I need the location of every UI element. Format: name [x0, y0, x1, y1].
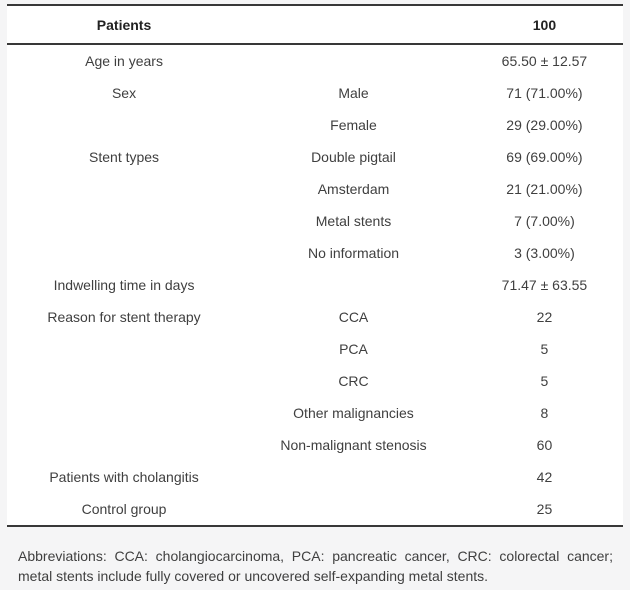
row-value: 69 (69.00%): [506, 149, 583, 165]
row-label: Reason for stent therapy: [47, 309, 201, 325]
row-value: 5: [540, 341, 549, 357]
table-row: No information 3 (3.00%): [7, 237, 623, 269]
table-row: Stent types Double pigtail 69 (69.00%): [7, 141, 623, 173]
row-value: 21 (21.00%): [506, 181, 583, 197]
row-sublabel: Male: [338, 85, 369, 101]
table-row: PCA 5: [7, 333, 623, 365]
row-label: Sex: [111, 85, 137, 101]
row-sublabel: No information: [307, 245, 400, 261]
table-footnote: Abbreviations: CCA: cholangiocarcinoma, …: [18, 548, 613, 584]
header-patients-label: Patients: [96, 16, 152, 33]
table-row: Metal stents 7 (7.00%): [7, 205, 623, 237]
row-value: 5: [540, 373, 549, 389]
row-sublabel: Double pigtail: [311, 149, 396, 165]
row-value: 7 (7.00%): [514, 213, 575, 229]
table-row: Female 29 (29.00%): [7, 109, 623, 141]
row-value: 60: [536, 437, 553, 453]
row-label: Indwelling time in days: [53, 277, 195, 293]
table-row: Patients with cholangitis 42: [7, 461, 623, 493]
table-row: CRC 5: [7, 365, 623, 397]
row-sublabel: Metal stents: [315, 213, 392, 229]
row-value: 71.47 ± 63.55: [501, 277, 588, 293]
row-sublabel: Other malignancies: [293, 405, 414, 421]
table-row: Amsterdam 21 (21.00%): [7, 173, 623, 205]
row-sublabel: CCA: [338, 309, 369, 325]
row-value: 8: [540, 405, 549, 421]
row-value: 29 (29.00%): [506, 117, 583, 133]
row-value: 3 (3.00%): [514, 245, 575, 261]
table-row: Other malignancies 8: [7, 397, 623, 429]
row-value: 65.50 ± 12.57: [501, 53, 588, 69]
row-label: Age in years: [85, 53, 163, 69]
row-value: 22: [536, 309, 553, 325]
row-label: Control group: [81, 501, 167, 517]
table-row: Control group 25: [7, 493, 623, 525]
table-row: Sex Male 71 (71.00%): [7, 77, 623, 109]
row-label: Patients with cholangitis: [49, 469, 199, 485]
row-sublabel: CRC: [338, 373, 369, 389]
row-value: 25: [536, 501, 553, 517]
row-sublabel: Amsterdam: [317, 181, 390, 197]
table-row: Non-malignant stenosis 60: [7, 429, 623, 461]
header-patients-count: 100: [532, 16, 557, 33]
row-value: 42: [536, 469, 553, 485]
table-row: Reason for stent therapy CCA 22: [7, 301, 623, 333]
row-label: Stent types: [89, 149, 160, 165]
table-row: Indwelling time in days 71.47 ± 63.55: [7, 269, 623, 301]
row-sublabel: Female: [330, 117, 377, 133]
table-header-row: Patients 100: [7, 6, 623, 45]
row-value: 71 (71.00%): [506, 85, 583, 101]
row-sublabel: Non-malignant stenosis: [280, 437, 427, 453]
table-row: Age in years 65.50 ± 12.57: [7, 45, 623, 77]
patients-table: Patients 100 Age in years 65.50 ± 12.57 …: [7, 4, 623, 527]
row-sublabel: PCA: [339, 341, 368, 357]
